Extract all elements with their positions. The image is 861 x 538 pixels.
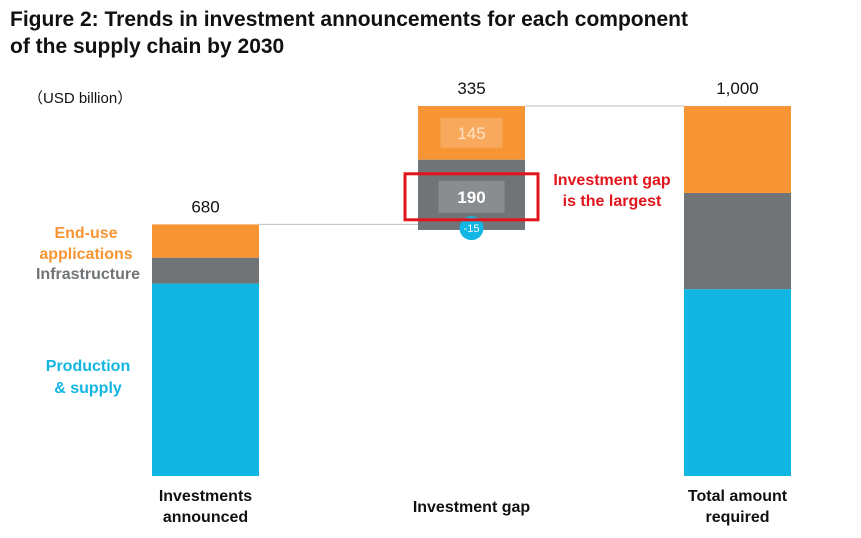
bar-2-production xyxy=(684,289,791,476)
negative-value-badge xyxy=(459,216,484,241)
unit-label: （USD billion） xyxy=(28,90,132,107)
annotation-line-0: Investment gap xyxy=(553,172,671,189)
chart-title-line-2: of the supply chain by 2030 xyxy=(10,35,285,58)
bar-0-production xyxy=(152,283,259,476)
bar-0-infrastructure xyxy=(152,257,259,284)
category-label-0-1: announced xyxy=(163,509,248,526)
legend-label-production-1: & supply xyxy=(54,380,122,397)
total-label-1: 335 xyxy=(457,79,485,98)
chart-title: Figure 2: Trends in investment announcem… xyxy=(10,6,850,60)
category-label-2-1: required xyxy=(705,509,769,526)
bar-2-end_use xyxy=(684,106,791,193)
total-label-0: 680 xyxy=(191,197,219,216)
segment-label-end_use: 145 xyxy=(457,124,485,143)
highlight-frame xyxy=(403,172,540,222)
category-label-2-0: Total amount xyxy=(688,488,788,505)
bar-1-end_use xyxy=(418,106,525,160)
bars xyxy=(152,106,791,476)
category-label-1-0: Investment gap xyxy=(413,499,531,516)
bar-2-infrastructure xyxy=(684,192,791,290)
label-box-infrastructure xyxy=(438,180,505,213)
legend-label-production-0: Production xyxy=(46,358,130,375)
connector-lines xyxy=(259,105,684,225)
annotation-line-1: is the largest xyxy=(563,193,662,210)
labels: 680 335 1,000 145 190 -15 Investment gap is the… xyxy=(36,79,788,526)
chart-title-line-1: Figure 2: Trends in investment announcem… xyxy=(10,8,688,31)
legend-label-end_use-0: End-use xyxy=(54,225,117,242)
total-label-2: 1,000 xyxy=(716,79,759,98)
segment-label-infrastructure: 190 xyxy=(457,188,485,207)
legend-label-infrastructure-0: Infrastructure xyxy=(36,266,140,283)
legend-label-end_use-1: applications xyxy=(39,246,132,263)
category-label-0-0: Investments xyxy=(159,488,252,505)
label-box-end_use xyxy=(440,117,503,148)
segment-label-production: -15 xyxy=(464,223,480,235)
bar-0-end_use xyxy=(152,224,259,258)
